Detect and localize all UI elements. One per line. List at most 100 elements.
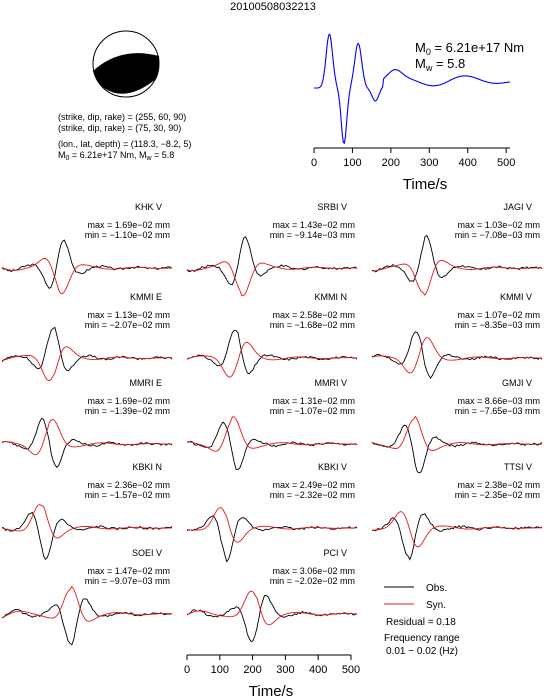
frequency-value: 0.01 − 0.02 (Hz)	[386, 646, 458, 657]
station-max: max = 1.43e−02 mm	[272, 220, 355, 230]
bottom-tick-label: 200	[243, 664, 261, 676]
station-min: min = −1.68e−02 mm	[270, 320, 355, 330]
frequency-title: Frequency range	[384, 633, 460, 644]
bottom-xlabel: Time/s	[249, 683, 293, 700]
stf-tick-label: 400	[459, 157, 477, 169]
plane2-text: (strike, dip, rake) = (75, 30, 90)	[58, 123, 181, 133]
bottom-tick-label: 100	[211, 664, 229, 676]
stf-tick-label: 500	[497, 157, 515, 169]
station-min: min = −1.07e−02 mm	[270, 406, 355, 416]
legend-obs-label: Obs.	[426, 583, 447, 594]
station-max: max = 1.13e−02 mm	[87, 310, 170, 320]
plane1-text: (strike, dip, rake) = (255, 60, 90)	[58, 112, 186, 122]
observed-waveform	[186, 421, 358, 470]
bottom-ticks: 0 100 200 300 400 500	[184, 655, 360, 676]
station-max: max = 1.69e−02 mm	[87, 220, 170, 230]
observed-waveform	[1, 417, 173, 468]
observed-waveform	[371, 234, 543, 282]
station-min: min = −9.07e−03 mm	[85, 576, 170, 586]
bottom-tick-label: 500	[342, 664, 360, 676]
observed-waveform	[186, 595, 358, 643]
beach-ball-icon	[92, 30, 160, 98]
station-name: JAGI V	[503, 202, 532, 212]
stf-xlabel: Time/s	[403, 176, 447, 193]
station-name: KHK V	[135, 202, 162, 212]
station-max: max = 8.66e−03 mm	[457, 396, 540, 406]
station-min: min = −2.02e−02 mm	[270, 576, 355, 586]
station-min: min = −9.14e−03 mm	[270, 230, 355, 240]
observed-waveform	[371, 331, 543, 379]
station-max: max = 2.36e−02 mm	[87, 480, 170, 490]
stf-tick-label: 100	[343, 157, 361, 169]
station-max: max = 1.03e−02 mm	[457, 220, 540, 230]
synthetic-waveform	[1, 258, 173, 295]
station-min: min = −2.32e−02 mm	[270, 490, 355, 500]
station-name: TTSI V	[504, 462, 532, 472]
bottom-tick-label: 0	[184, 664, 190, 676]
synthetic-waveform	[1, 418, 172, 456]
station-name: KMMI V	[500, 292, 532, 302]
station-max: max = 1.07e−02 mm	[457, 310, 540, 320]
bottom-axis: 0 100 200 300 400 500 Time/s	[184, 654, 360, 700]
station-max: max = 1.69e−02 mm	[87, 396, 170, 406]
synthetic-waveform	[186, 416, 357, 452]
synthetic-waveform	[372, 259, 543, 297]
event-title: 20100508032213	[230, 1, 316, 13]
observed-waveform	[186, 236, 358, 286]
station-name: MMRI V	[315, 378, 348, 388]
stf-mw-label: Mw = 5.8	[415, 56, 465, 73]
synthetic-waveform	[371, 337, 543, 374]
station-min: min = −1.39e−02 mm	[85, 406, 170, 416]
stf-tick-label: 300	[420, 157, 438, 169]
observed-waveform	[371, 513, 543, 561]
station-min: min = −1.57e−02 mm	[85, 490, 170, 500]
bottom-tick-label: 400	[309, 664, 327, 676]
mechanism-info: (strike, dip, rake) = (255, 60, 90) (str…	[58, 112, 191, 162]
synthetic-waveform	[186, 507, 357, 543]
station-name: KMMI E	[130, 292, 162, 302]
synthetic-waveform	[186, 341, 358, 378]
station-min: min = −2.35e−02 mm	[455, 490, 540, 500]
synthetic-waveform	[1, 585, 173, 622]
station-name: SRBI V	[317, 202, 347, 212]
synthetic-waveform	[1, 503, 172, 539]
location-text: (lon., lat, depth) = (118.3, −8.2, 5)	[58, 139, 191, 149]
station-max: max = 1.47e−02 mm	[87, 566, 170, 576]
station-name: MMRI E	[130, 378, 163, 388]
station-max: max = 2.49e−02 mm	[272, 480, 355, 490]
synthetic-waveform	[186, 590, 358, 626]
station-name: SOEI V	[132, 548, 162, 558]
station-min: min = −7.08e−03 mm	[455, 230, 540, 240]
legend: Obs. Syn. Residual = 0.18 Frequency rang…	[384, 583, 460, 657]
station-name: KBKI V	[318, 462, 347, 472]
moment-text: M0 = 6.21e+17 Nm, Mw = 5.8	[58, 150, 174, 162]
observed-waveform	[1, 326, 173, 372]
stf-panel: 0 100 200 300 400 500 M0 = 6.21e+17 Nm Mw = 5…	[311, 33, 524, 193]
synthetic-waveform	[372, 511, 542, 548]
observed-waveform	[186, 330, 358, 375]
observed-waveform	[1, 511, 173, 561]
residual-text: Residual = 0.18	[386, 617, 456, 628]
station-min: min = −7.65e−03 mm	[455, 406, 540, 416]
station-min: min = −8.35e−03 mm	[455, 320, 540, 330]
station-max: max = 2.38e−02 mm	[457, 480, 540, 490]
stf-ticks: 0 100 200 300 400 500	[311, 148, 515, 169]
station-name: GMJI V	[502, 378, 532, 388]
observed-waveform	[1, 598, 173, 646]
source-time-function-line	[314, 33, 511, 144]
station-max: max = 3.06e−02 mm	[272, 566, 355, 576]
stf-tick-label: 200	[382, 157, 400, 169]
